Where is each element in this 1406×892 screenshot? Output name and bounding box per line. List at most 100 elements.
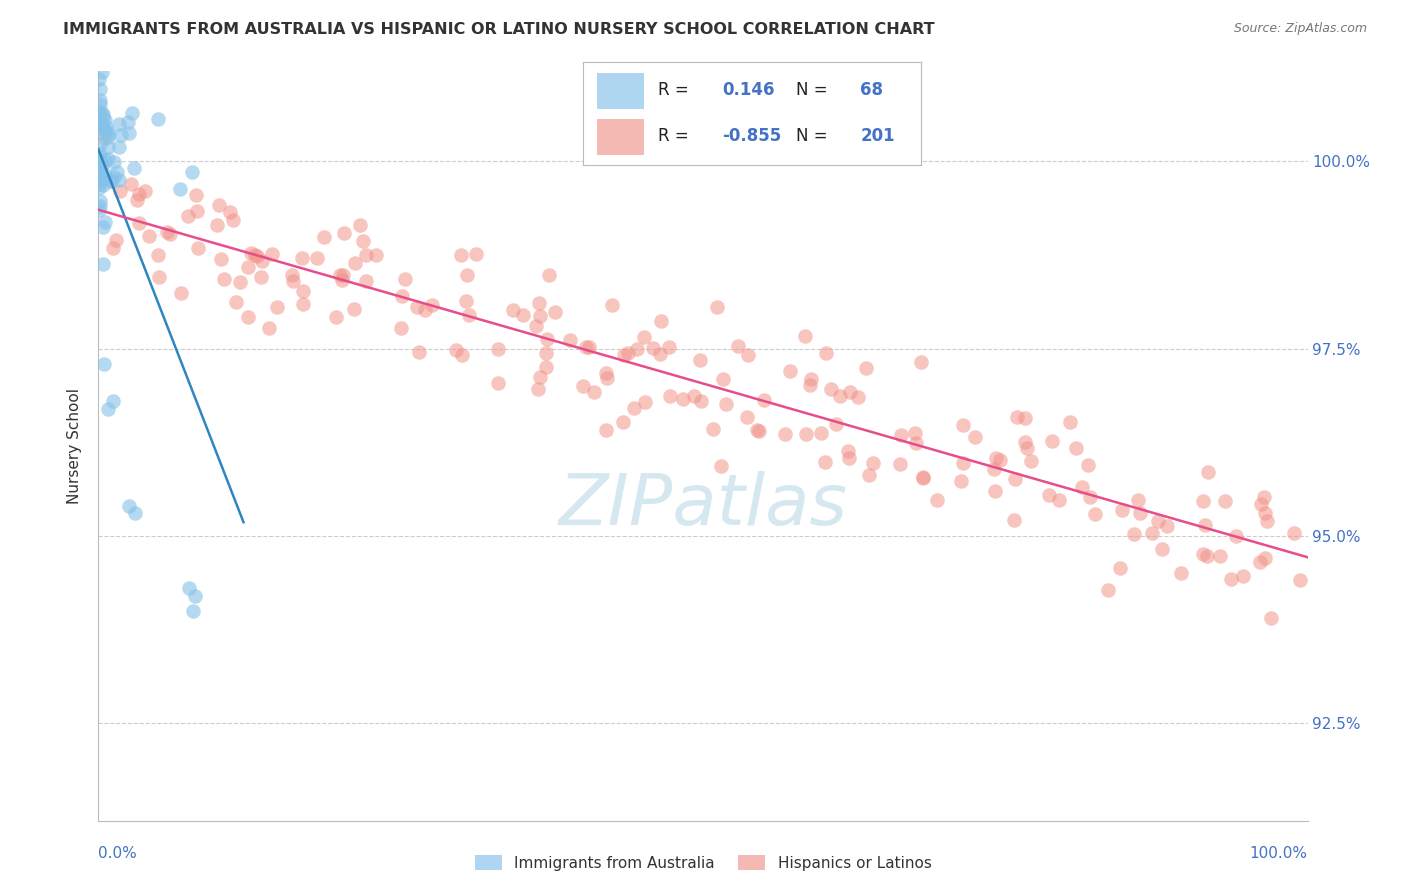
Point <box>330 273 353 287</box>
Point <box>243 247 266 261</box>
Point <box>153 44 176 58</box>
Point <box>91 110 114 124</box>
Point <box>820 382 842 396</box>
Point <box>727 339 749 353</box>
Point <box>89 166 111 180</box>
Point <box>128 186 150 201</box>
Point <box>702 422 724 436</box>
Text: N =: N = <box>796 81 828 99</box>
Point <box>209 252 232 266</box>
Point <box>120 178 142 192</box>
Point <box>89 194 111 208</box>
Point <box>332 268 354 283</box>
Point <box>134 184 156 198</box>
Point <box>1192 547 1215 561</box>
Point <box>1097 582 1119 597</box>
Point <box>100 174 122 188</box>
Text: IMMIGRANTS FROM AUSTRALIA VS HISPANIC OR LATINO NURSERY SCHOOL CORRELATION CHART: IMMIGRANTS FROM AUSTRALIA VS HISPANIC OR… <box>63 22 935 37</box>
Point <box>89 82 111 96</box>
Point <box>89 126 111 140</box>
Point <box>222 213 245 227</box>
Point <box>325 310 347 324</box>
Point <box>450 248 472 262</box>
Point <box>405 300 427 314</box>
Point <box>89 181 111 195</box>
Point <box>1015 441 1038 455</box>
Point <box>838 451 860 466</box>
Point <box>207 218 229 232</box>
Point <box>1219 572 1241 586</box>
Point <box>658 340 681 354</box>
Point <box>596 371 619 385</box>
Point <box>910 355 932 369</box>
Point <box>984 483 1007 498</box>
Point <box>103 169 125 184</box>
Point <box>1064 441 1087 455</box>
Point <box>706 301 728 315</box>
Point <box>986 451 1008 466</box>
Point <box>138 228 160 243</box>
Point <box>544 304 567 318</box>
Point <box>633 394 655 409</box>
Point <box>1128 493 1150 508</box>
Point <box>422 298 444 312</box>
Point <box>814 346 837 360</box>
Point <box>862 456 884 470</box>
Point <box>1014 435 1036 450</box>
Point <box>486 376 509 391</box>
Point <box>250 253 273 268</box>
Point <box>633 330 655 344</box>
Point <box>352 234 374 248</box>
Point <box>524 318 547 333</box>
Text: 100.0%: 100.0% <box>1250 846 1308 861</box>
Point <box>925 493 948 508</box>
Point <box>87 177 110 191</box>
Point <box>747 423 769 437</box>
Point <box>988 453 1011 467</box>
Point <box>236 260 259 274</box>
Point <box>1077 458 1099 472</box>
Point <box>87 167 110 181</box>
Point <box>529 370 551 384</box>
Point <box>89 199 111 213</box>
Point <box>89 118 111 132</box>
Point <box>93 178 115 193</box>
Point <box>794 329 817 343</box>
Point <box>1197 465 1219 479</box>
Point <box>266 300 288 314</box>
Point <box>1170 566 1192 580</box>
Point <box>121 106 143 120</box>
Point <box>87 112 110 127</box>
FancyBboxPatch shape <box>598 73 644 109</box>
Point <box>181 604 204 618</box>
Point <box>239 245 262 260</box>
Point <box>1142 525 1164 540</box>
Point <box>837 444 859 458</box>
Point <box>1260 611 1282 625</box>
Point <box>186 204 208 219</box>
Point <box>105 233 128 247</box>
Point <box>89 150 111 164</box>
Point <box>89 107 111 121</box>
Point <box>212 272 235 286</box>
Point <box>93 121 115 136</box>
Point <box>229 275 252 289</box>
Point <box>1059 415 1081 429</box>
Text: 0.146: 0.146 <box>721 81 775 99</box>
Point <box>486 343 509 357</box>
Point <box>1004 472 1026 486</box>
Point <box>283 274 305 288</box>
Point <box>260 246 283 260</box>
Point <box>117 115 139 129</box>
Point <box>177 210 200 224</box>
Point <box>291 251 314 265</box>
Point <box>1002 513 1025 527</box>
Point <box>96 125 118 139</box>
Point <box>799 377 821 392</box>
Point <box>291 284 314 298</box>
Point <box>1254 551 1277 566</box>
Point <box>1129 506 1152 520</box>
Point <box>983 462 1005 476</box>
Point <box>97 152 120 166</box>
Point <box>1253 490 1275 504</box>
